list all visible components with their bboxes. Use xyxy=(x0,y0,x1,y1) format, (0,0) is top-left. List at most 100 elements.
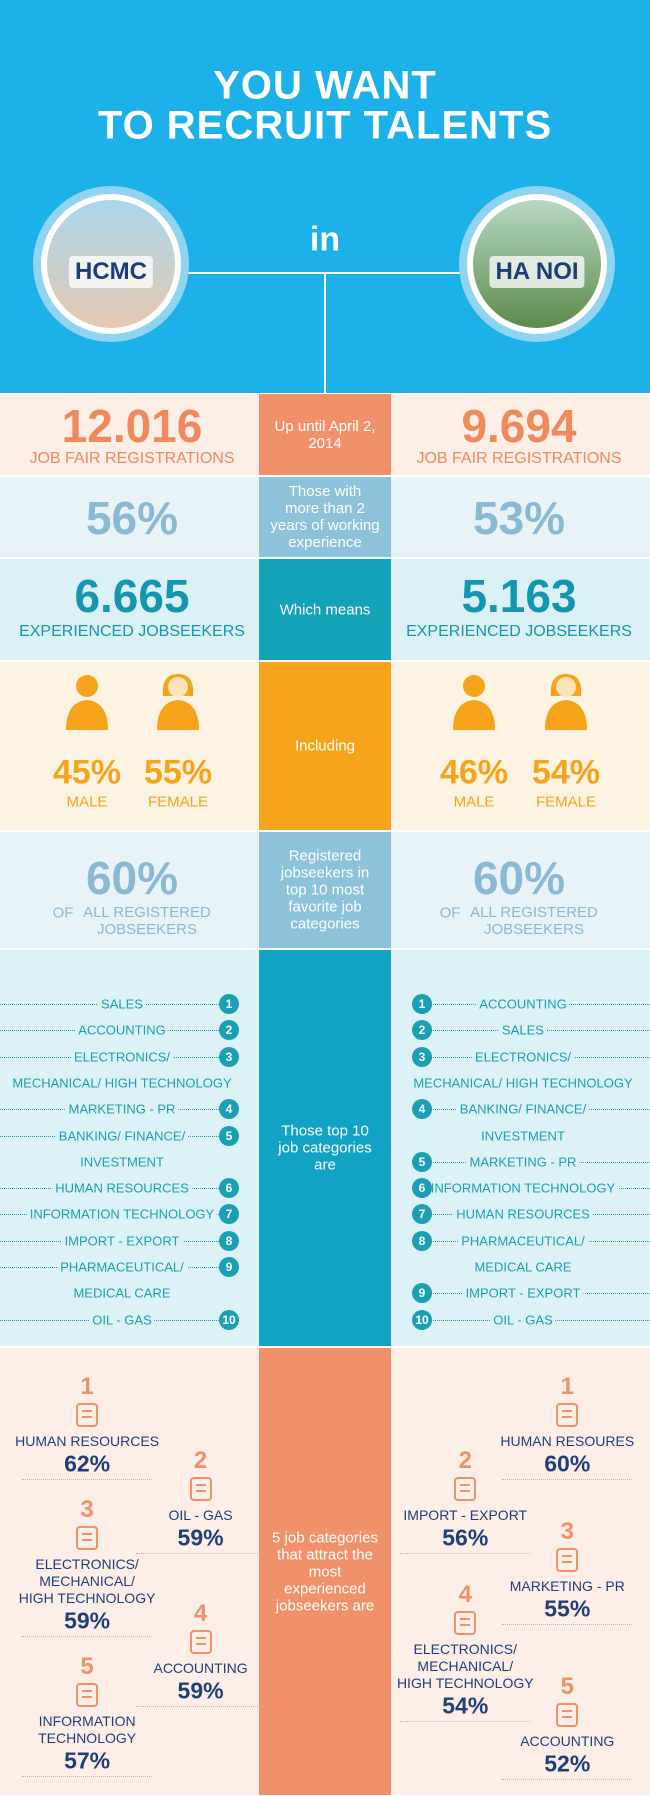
job-category: INVESTMENT xyxy=(478,1128,568,1143)
job-category: MEDICAL CARE xyxy=(471,1259,575,1275)
rank: 5 xyxy=(560,1672,574,1700)
category-name: MECHANICAL/ xyxy=(417,1658,514,1675)
rank-badge: 4 xyxy=(412,1099,432,1120)
center-text: Up until April 2, 2014 xyxy=(274,417,376,452)
female-icon xyxy=(541,672,591,730)
center-text: 5 job categories that attract the most e… xyxy=(272,1529,378,1614)
share: 55% xyxy=(544,1595,591,1622)
category-icon xyxy=(73,1681,101,1709)
city-name: HA NOI xyxy=(489,256,585,288)
dotted-line xyxy=(400,1553,531,1555)
category-icon xyxy=(451,1609,479,1637)
dotted-line xyxy=(135,1553,266,1555)
job-category: HUMAN RESOURCES xyxy=(453,1206,593,1222)
rank-badge: 8 xyxy=(219,1230,239,1251)
category-name: TECHNOLOGY xyxy=(38,1730,137,1747)
rank-badge: 3 xyxy=(412,1046,432,1067)
female-icon xyxy=(153,672,203,730)
center-text: Registered jobseekers in top 10 most fav… xyxy=(280,847,370,933)
dotted-line xyxy=(400,1721,531,1723)
share: 60% xyxy=(544,1450,591,1477)
rank-badge: 9 xyxy=(219,1257,239,1277)
job-category: ELECTRONICS/ xyxy=(70,1049,174,1065)
gender-label: MALE xyxy=(453,793,495,811)
category-name: HUMAN RESOURCES xyxy=(15,1432,160,1449)
job-category: ELECTRONICS/ xyxy=(471,1049,575,1065)
number-label: JOB FAIR REGISTRATIONS xyxy=(416,450,622,467)
percent: 46% xyxy=(439,753,509,792)
category-icon xyxy=(73,1524,101,1552)
female-icon-svg xyxy=(157,674,199,730)
percent: 53% xyxy=(472,492,566,544)
job-category: PHARMACEUTICAL/ xyxy=(57,1259,187,1275)
rank-badge: 10 xyxy=(412,1309,432,1330)
job-category: OIL - GAS xyxy=(490,1312,556,1328)
female-icon-svg xyxy=(545,674,587,730)
category-icon xyxy=(187,1475,215,1503)
share: 54% xyxy=(442,1692,489,1719)
center-text: Which means xyxy=(279,601,371,618)
category-icon-svg xyxy=(556,1402,579,1427)
dotted-line xyxy=(502,1478,633,1480)
share: 56% xyxy=(442,1524,489,1551)
percent: 60% xyxy=(472,852,566,904)
job-category: SALES xyxy=(98,996,146,1012)
category-icon-svg xyxy=(454,1611,477,1636)
gender-label: FEMALE xyxy=(147,793,209,811)
rank: 4 xyxy=(458,1581,472,1609)
rank: 5 xyxy=(80,1653,94,1681)
rank: 3 xyxy=(560,1518,574,1546)
male-icon xyxy=(62,672,112,730)
big-number: 12.016 xyxy=(61,400,203,452)
share: 57% xyxy=(64,1747,111,1774)
category-name: OIL - GAS xyxy=(168,1507,233,1524)
connector-text: in xyxy=(309,220,341,259)
center-text: Including xyxy=(294,737,356,755)
city-name: HCMC xyxy=(69,256,153,288)
job-category: IMPORT - EXPORT xyxy=(61,1233,183,1249)
job-category: INVESTMENT xyxy=(77,1154,167,1170)
center-panel xyxy=(259,394,391,475)
connector-v xyxy=(324,272,326,393)
category-name: IMPORT - EXPORT xyxy=(403,1507,528,1524)
rank: 4 xyxy=(193,1599,208,1627)
job-category: PHARMACEUTICAL/ xyxy=(458,1233,588,1249)
rank-badge: 5 xyxy=(219,1125,239,1146)
category-icon xyxy=(73,1401,101,1429)
category-name: HIGH TECHNOLOGY xyxy=(18,1590,156,1607)
category-icon-svg xyxy=(76,1402,99,1427)
rank-badge: 6 xyxy=(412,1178,432,1199)
job-category: SALES xyxy=(499,1022,547,1038)
center-panel xyxy=(259,477,391,557)
number-label: EXPERIENCED JOBSEEKERS xyxy=(406,623,632,640)
gender-label: FEMALE xyxy=(535,793,597,811)
job-category: MECHANICAL/ HIGH TECHNOLOGY xyxy=(410,1075,636,1091)
number-label: JOB FAIR REGISTRATIONS xyxy=(29,450,235,467)
rank-badge: 1 xyxy=(219,994,239,1014)
category-name: ELECTRONICS/ xyxy=(413,1641,517,1658)
percent: 45% xyxy=(52,753,122,792)
gender-label: MALE xyxy=(66,793,108,811)
category-icon-svg xyxy=(556,1548,579,1573)
category-icon xyxy=(451,1475,479,1503)
share: 62% xyxy=(64,1450,111,1477)
rank-badge: 7 xyxy=(219,1204,239,1225)
rank: 3 xyxy=(80,1496,94,1524)
category-icon xyxy=(187,1628,215,1656)
percent: 60% xyxy=(85,852,179,904)
rank-badge: 6 xyxy=(219,1178,239,1199)
rank-badge: 2 xyxy=(412,1020,432,1041)
percent: 54% xyxy=(531,753,601,792)
category-icon-svg xyxy=(189,1629,212,1654)
share: 52% xyxy=(544,1750,591,1777)
of-text: OF xyxy=(52,904,74,922)
category-name: ELECTRONICS/ xyxy=(35,1556,139,1573)
big-number: 5.163 xyxy=(461,570,577,622)
rank: 2 xyxy=(458,1447,472,1475)
rank-badge: 3 xyxy=(219,1046,239,1067)
dotted-line xyxy=(502,1624,633,1626)
rank-badge: 8 xyxy=(412,1230,432,1251)
job-category: INFORMATION TECHNOLOGY xyxy=(427,1180,619,1196)
rank-badge: 5 xyxy=(412,1151,432,1172)
